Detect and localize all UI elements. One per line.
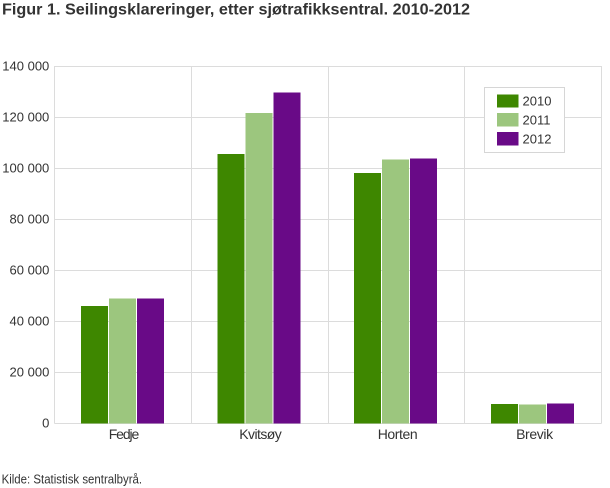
svg-text:2011: 2011 <box>523 112 551 127</box>
svg-text:Figur 1. Seilingsklareringer,: Figur 1. Seilingsklareringer, etter sjøt… <box>2 2 470 19</box>
svg-text:60 000: 60 000 <box>10 263 50 278</box>
svg-text:2012: 2012 <box>523 131 552 146</box>
svg-text:2010: 2010 <box>523 93 552 108</box>
svg-text:Fedje: Fedje <box>109 426 140 442</box>
svg-text:0: 0 <box>42 416 49 431</box>
svg-text:Kilde: Statistisk sentralbyrå.: Kilde: Statistisk sentralbyrå. <box>2 472 143 486</box>
svg-text:Kvitsøy: Kvitsøy <box>239 426 282 442</box>
svg-text:80 000: 80 000 <box>10 212 50 227</box>
svg-text:40 000: 40 000 <box>10 314 50 329</box>
svg-text:20 000: 20 000 <box>10 365 50 380</box>
svg-text:120 000: 120 000 <box>2 110 49 125</box>
svg-text:100 000: 100 000 <box>2 161 49 176</box>
svg-text:Horten: Horten <box>378 426 418 442</box>
svg-text:Brevik: Brevik <box>516 426 554 442</box>
svg-text:140 000: 140 000 <box>2 59 49 74</box>
